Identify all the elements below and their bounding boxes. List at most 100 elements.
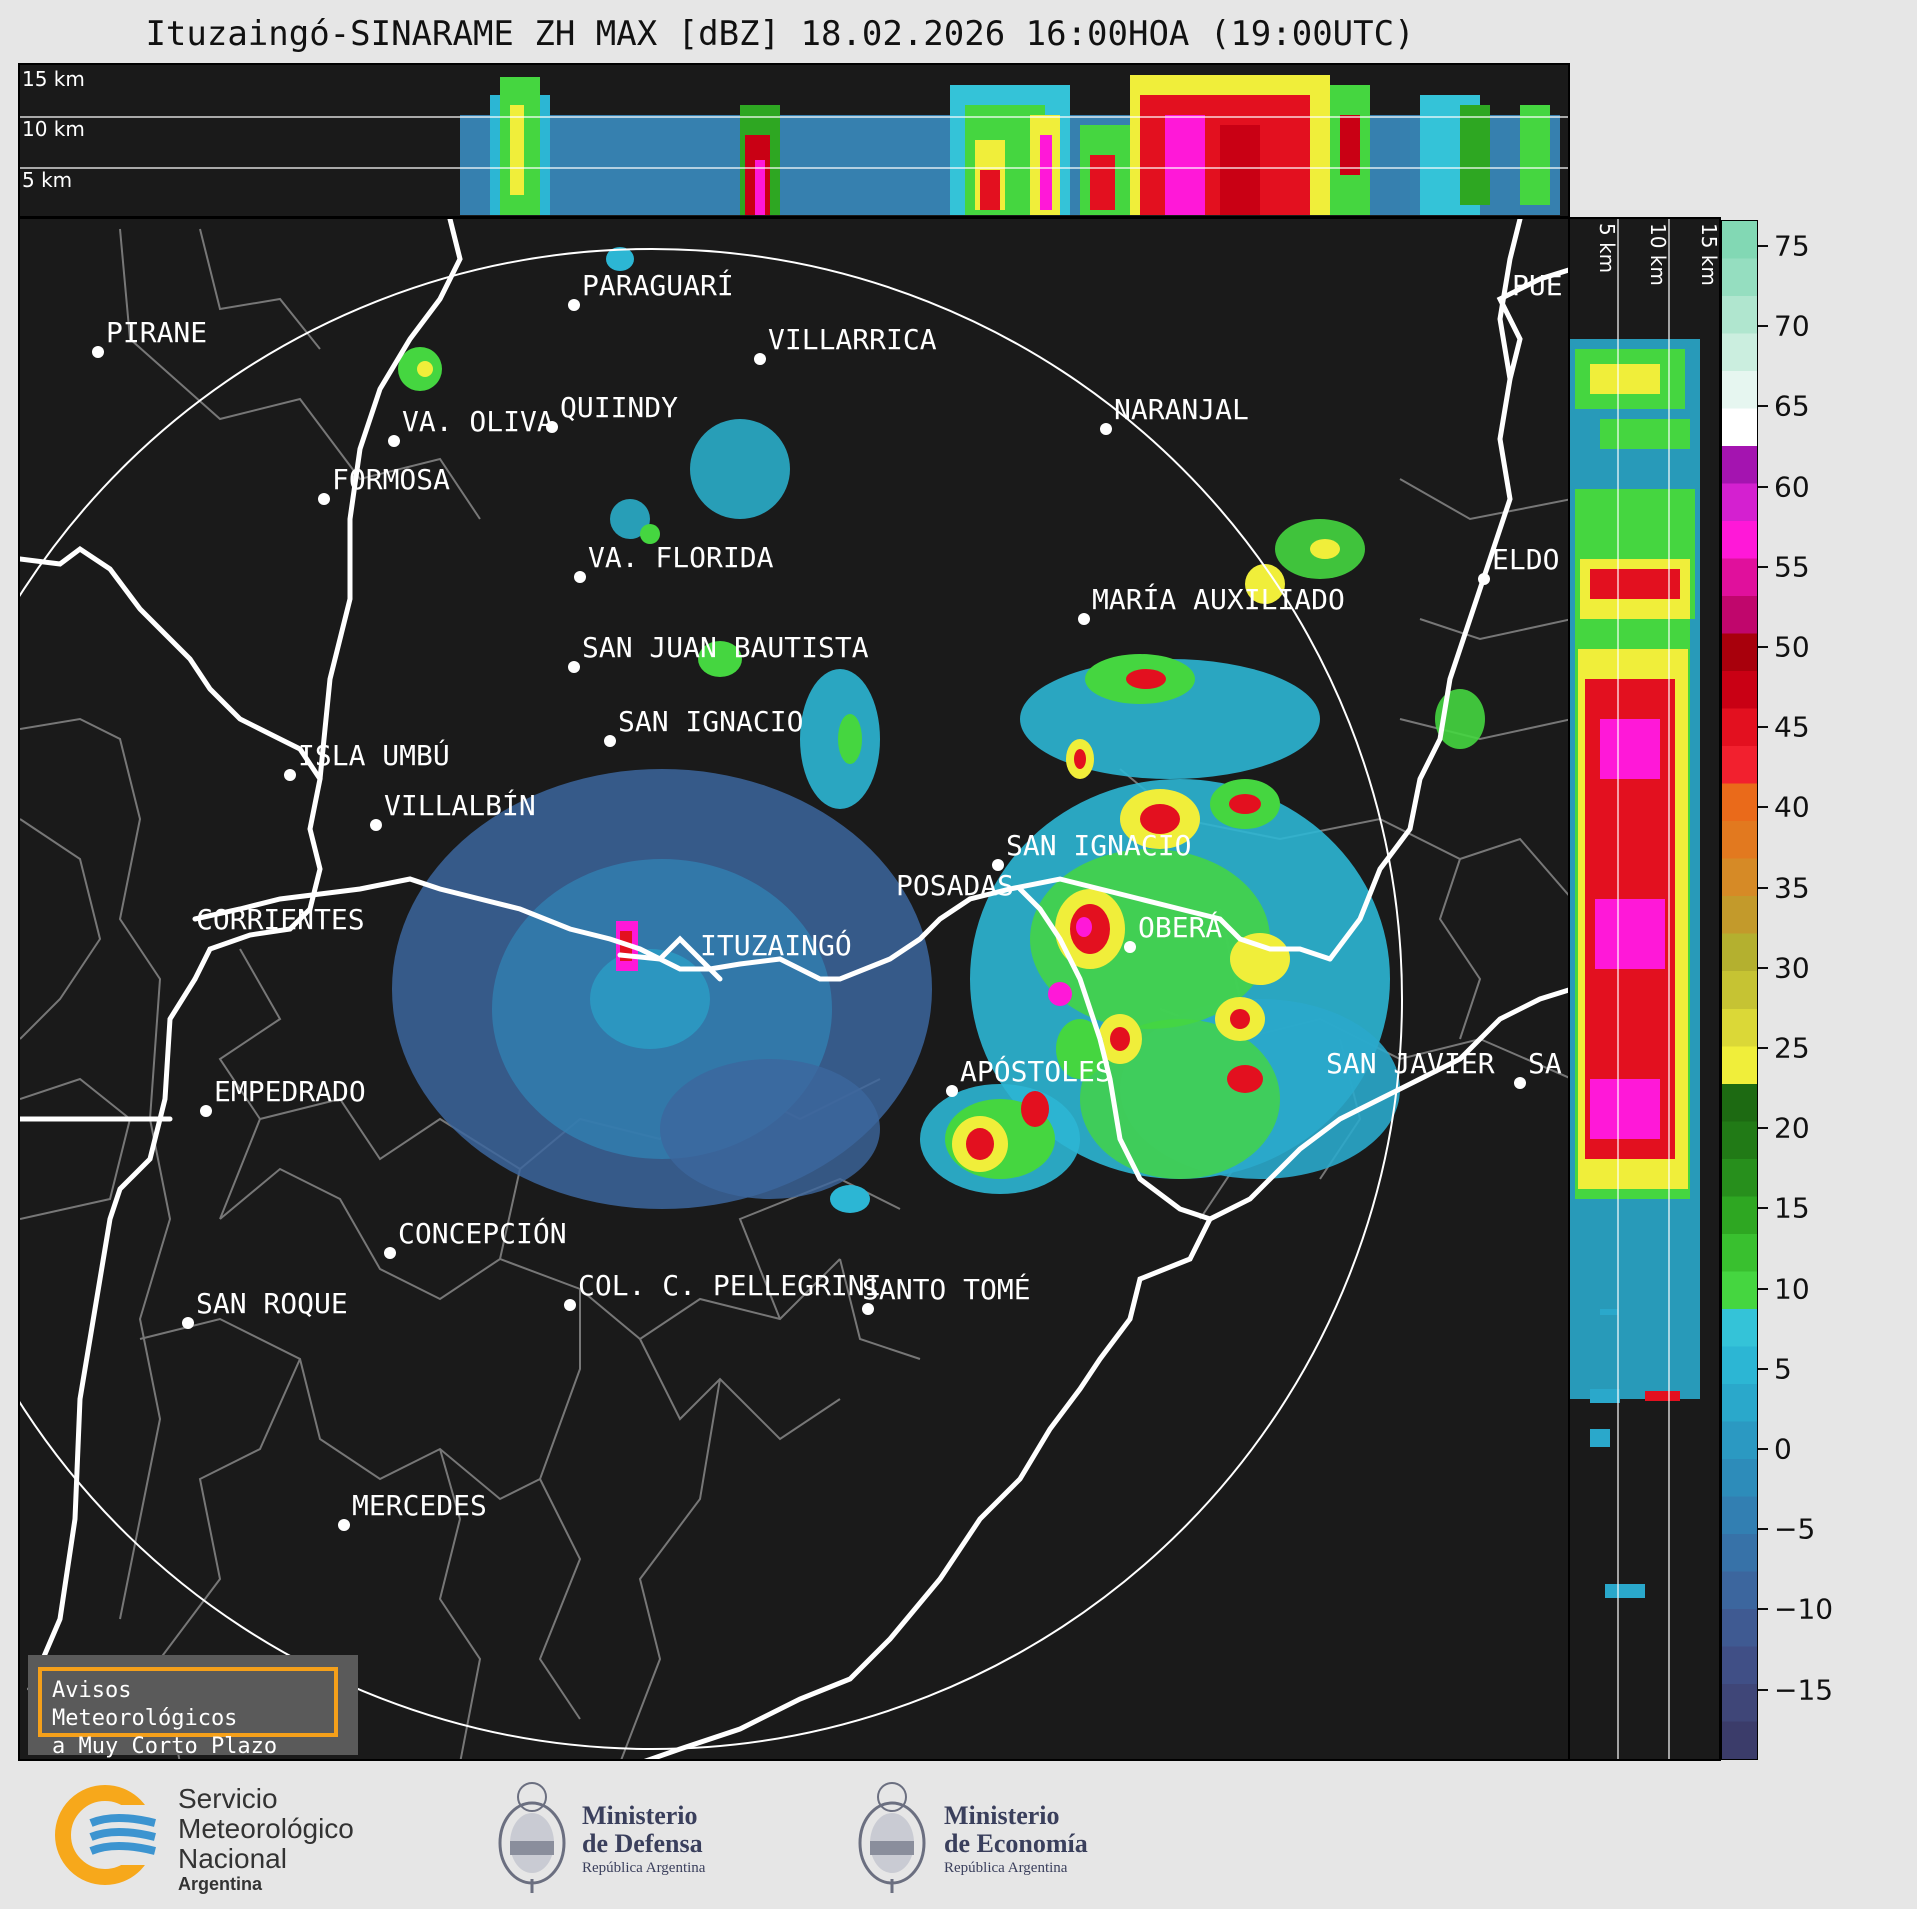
city-label-mercedes: MERCEDES <box>352 1489 487 1522</box>
colorbar-tick <box>1758 1047 1768 1049</box>
chart-title: Ituzaingó-SINARAME ZH MAX [dBZ] 18.02.20… <box>145 14 1415 54</box>
colorbar-tick-label: 35 <box>1774 871 1810 905</box>
city-label-concepcion: CONCEPCIÓN <box>398 1216 567 1250</box>
side-echoes <box>1570 339 1700 1598</box>
top-15km-label: 15 km <box>22 67 85 91</box>
radar-map-svg: PIRANE PARAGUARÍ VILLARRICA VA. OLIVA QU… <box>20 219 1568 1759</box>
colorbar-tick <box>1758 966 1768 969</box>
colorbar-tick-label: −5 <box>1774 1512 1816 1546</box>
top-echoes <box>460 75 1560 215</box>
radar-map-panel: PIRANE PARAGUARÍ VILLARRICA VA. OLIVA QU… <box>18 217 1570 1761</box>
aviso-line-1: Avisos Meteorológicos <box>52 1678 238 1731</box>
city-label-san-juan-bautista: SAN JUAN BAUTISTA <box>582 631 869 664</box>
side-cross-section-svg: 5 km 10 km 15 km <box>1570 219 1721 1759</box>
aviso-line-2: a Muy Corto Plazo <box>52 1734 278 1759</box>
city-label-apostoles: APÓSTOLES <box>960 1054 1112 1088</box>
city-label-pue: PUE <box>1512 269 1563 302</box>
city-label-corrientes: CORRIENTES <box>196 903 365 936</box>
city-label-san-javier: SAN JAVIER <box>1326 1047 1495 1080</box>
colorbar-tick-label: 20 <box>1774 1111 1810 1145</box>
colorbar-tick-label: 25 <box>1774 1031 1810 1065</box>
colorbar-tick <box>1758 726 1768 729</box>
city-label-ituzaingo: ITUZAINGÓ <box>700 928 852 962</box>
city-label-san-roque: SAN ROQUE <box>196 1287 348 1320</box>
side-cross-section-panel: 5 km 10 km 15 km <box>1568 217 1721 1761</box>
city-label-empedrado: EMPEDRADO <box>214 1075 366 1108</box>
side-15km-label: 15 km <box>1697 223 1721 286</box>
borders-rivers <box>20 219 1568 1759</box>
colorbar-tick-label: 75 <box>1774 229 1810 263</box>
aviso-box[interactable]: Avisos Meteorológicos a Muy Corto Plazo <box>28 1655 358 1759</box>
colorbar-tick-label: 0 <box>1774 1432 1792 1466</box>
colorbar-tick <box>1758 1207 1768 1210</box>
colorbar-tick <box>1758 1608 1768 1611</box>
colorbar-tick-label: 5 <box>1774 1352 1792 1386</box>
economia-line-3: República Argentina <box>944 1860 1068 1876</box>
city-label-santo-tome: SANTO TOMÉ <box>862 1272 1031 1306</box>
city-label-obera: OBERÁ <box>1138 910 1222 944</box>
colorbar-tick-label: 40 <box>1774 790 1810 824</box>
colorbar-tick <box>1758 485 1768 488</box>
city-label-col-c-pellegrini: COL. C. PELLEGRINI <box>578 1269 881 1302</box>
smn-line-3: Nacional <box>178 1843 287 1874</box>
colorbar-tick <box>1758 1448 1768 1450</box>
colorbar-tick <box>1758 1287 1768 1290</box>
argentina-shield-icon-2 <box>858 1782 926 1893</box>
city-labels: PIRANE PARAGUARÍ VILLARRICA VA. OLIVA QU… <box>106 268 1563 1522</box>
colorbar-tick-label: 55 <box>1774 550 1810 584</box>
top-10km-label: 10 km <box>22 117 85 141</box>
colorbar-tick <box>1758 646 1768 648</box>
colorbar-tick-label: 10 <box>1774 1272 1810 1306</box>
smn-line-4: Argentina <box>178 1874 263 1894</box>
city-label-posadas: POSADAS <box>896 869 1014 902</box>
colorbar-tick <box>1758 1367 1768 1370</box>
defensa-line-3: República Argentina <box>582 1860 706 1876</box>
side-10km-label: 10 km <box>1646 223 1670 286</box>
colorbar-tick-label: 70 <box>1774 309 1810 343</box>
colorbar-tick-label: 60 <box>1774 470 1810 504</box>
smn-logo-icon <box>55 1785 165 1885</box>
colorbar-tick <box>1758 565 1768 568</box>
admin-boundaries <box>20 228 1568 1759</box>
city-label-sa: SA <box>1528 1047 1562 1080</box>
city-label-paraguari: PARAGUARÍ <box>582 268 734 302</box>
smn-line-2: Meteorológico <box>178 1813 354 1844</box>
top-cross-section-panel: 15 km 10 km 5 km <box>18 63 1570 218</box>
economia-line-1: Ministerio <box>944 1801 1060 1830</box>
economia-line-2: de Economía <box>944 1829 1088 1858</box>
colorbar-tick <box>1758 245 1768 247</box>
city-label-maria-auxiliado: MARÍA AUXILIADO <box>1092 582 1345 616</box>
argentina-shield-icon <box>498 1782 566 1893</box>
colorbar-tick <box>1758 405 1768 408</box>
colorbar-tick <box>1758 1688 1768 1691</box>
defensa-line-2: de Defensa <box>582 1829 703 1858</box>
city-label-pirane: PIRANE <box>106 316 207 349</box>
defensa-line-1: Ministerio <box>582 1801 698 1830</box>
side-5km-label: 5 km <box>1595 223 1619 273</box>
colorbar-tick <box>1758 1127 1768 1130</box>
city-label-eldo: ELDO <box>1492 543 1559 576</box>
top-5km-label: 5 km <box>22 168 72 192</box>
city-label-isla-umbu: ISLA UMBÚ <box>298 738 450 772</box>
city-label-villarrica: VILLARRICA <box>768 323 937 356</box>
city-label-san-ignacio-ar: SAN IGNACIO <box>1006 829 1191 862</box>
city-label-san-ignacio-py: SAN IGNACIO <box>618 705 803 738</box>
colorbar-tick <box>1758 806 1768 809</box>
smn-line-1: Servicio <box>178 1783 278 1814</box>
colorbar-tick-label: 45 <box>1774 710 1810 744</box>
colorbar-tick-label: 50 <box>1774 630 1810 664</box>
city-label-villalbin: VILLALBÍN <box>384 788 536 822</box>
radar-echoes <box>392 247 1485 1213</box>
colorbar-tick <box>1758 886 1768 889</box>
colorbar-tick-label: −15 <box>1774 1673 1834 1707</box>
city-label-formosa: FORMOSA <box>332 463 450 496</box>
city-label-va-florida: VA. FLORIDA <box>588 541 774 574</box>
colorbar-tick <box>1758 1528 1768 1531</box>
colorbar-tick-label: 30 <box>1774 951 1810 985</box>
colorbar-tick-label: 15 <box>1774 1191 1810 1225</box>
colorbar-tick-label: −10 <box>1774 1592 1834 1626</box>
city-label-va-oliva: VA. OLIVA <box>402 405 554 438</box>
aviso-inner[interactable]: Avisos Meteorológicos a Muy Corto Plazo <box>38 1667 338 1759</box>
colorbar-tick-label: 65 <box>1774 389 1810 423</box>
city-label-naranjal: NARANJAL <box>1114 393 1249 426</box>
